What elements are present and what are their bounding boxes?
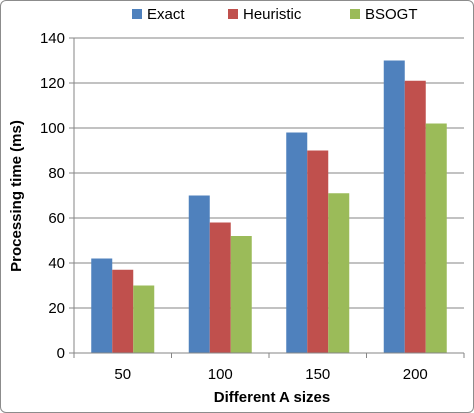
y-tick-label: 100 [40,120,65,137]
legend-label-bsogt: BSOGT [365,6,418,23]
bar-heuristic-200 [404,80,426,353]
bar-exact-150 [286,132,308,353]
legend-swatch-heuristic [228,9,238,19]
bar-bsogt-200 [425,123,447,353]
x-tick-labels: 50 100 150 200 [114,366,427,383]
axes [73,38,465,358]
bar-bsogt-100 [230,236,252,353]
bar-exact-100 [188,195,210,353]
x-tick-label: 100 [208,366,233,383]
x-tick-label: 150 [305,366,330,383]
bar-bsogt-150 [328,193,350,353]
y-tick-label: 80 [48,165,65,182]
x-tick-label: 50 [114,366,131,383]
legend-label-exact: Exact [147,6,185,23]
bar-heuristic-100 [209,222,231,353]
y-tick-label: 140 [40,30,65,47]
y-axis-title: Processing time (ms) [8,120,25,272]
bar-heuristic-50 [112,269,134,353]
bar-exact-200 [383,60,405,353]
y-tick-label: 20 [48,300,65,317]
x-axis-title: Different A sizes [214,389,330,406]
bar-exact-50 [91,258,113,353]
legend-label-heuristic: Heuristic [243,6,302,23]
bars [91,60,447,353]
y-tick-label: 40 [48,255,65,272]
y-tick-label: 0 [57,345,65,362]
y-tick-label: 120 [40,75,65,92]
x-tick-label: 200 [403,366,428,383]
legend-swatch-bsogt [350,9,360,19]
bar-bsogt-50 [133,285,155,353]
y-tick-labels: 0 20 40 60 80 100 120 140 [40,30,65,362]
legend-swatch-exact [132,9,142,19]
bar-heuristic-150 [307,150,329,353]
y-tick-label: 60 [48,210,65,227]
legend: Exact Heuristic BSOGT [132,6,418,23]
